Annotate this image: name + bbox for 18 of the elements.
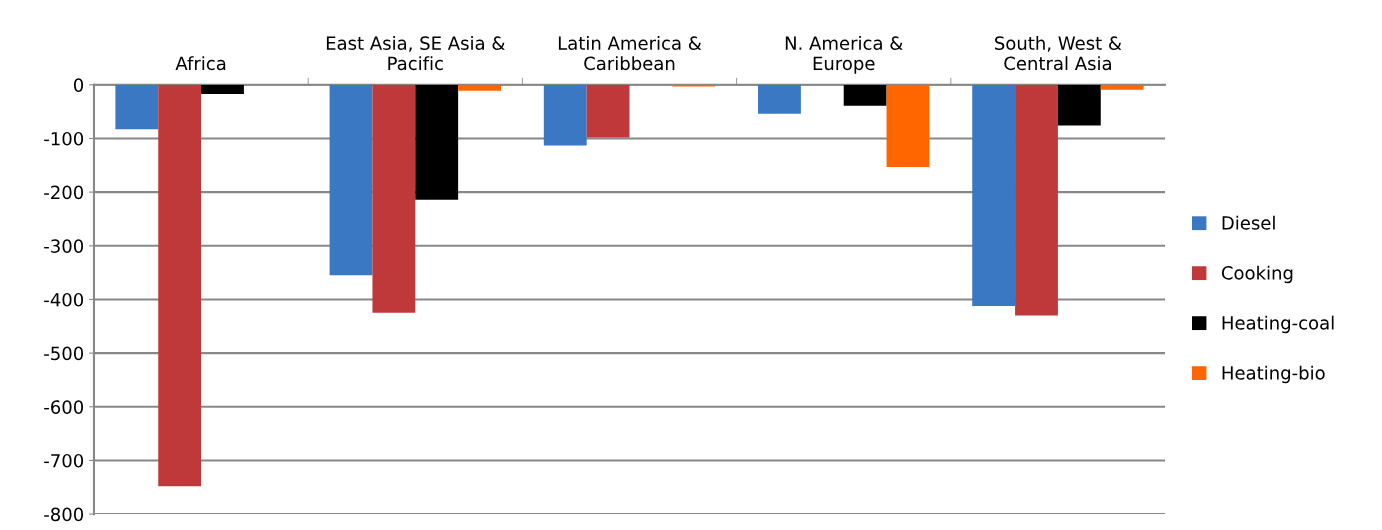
y-tick-label: -400 <box>44 292 84 307</box>
y-tick-label: 0 <box>73 78 84 92</box>
x-tick-label: Africa <box>175 56 226 71</box>
legend-label: Heating-bio <box>1222 365 1325 384</box>
x-tick-label: N. America & Europe <box>785 36 903 74</box>
legend-label: Heating-coal <box>1222 315 1334 334</box>
y-tick-label: -600 <box>44 400 84 414</box>
y-tick-label: -500 <box>44 346 84 361</box>
y-tick-label: -200 <box>44 185 84 200</box>
y-tick-label: -300 <box>44 239 84 253</box>
y-tick-label: -700 <box>44 453 84 468</box>
x-tick-label: South, West & Central Asia <box>995 36 1122 71</box>
x-tick-label: East Asia, SE Asia & Pacific <box>326 36 505 71</box>
x-tick-label: Latin America & Caribbean <box>558 36 702 71</box>
y-tick-label: -100 <box>44 131 84 146</box>
legend-label: Cooking <box>1221 265 1293 284</box>
legend-label: Diesel <box>1222 215 1275 230</box>
y-tick-label: -800 <box>44 507 84 522</box>
